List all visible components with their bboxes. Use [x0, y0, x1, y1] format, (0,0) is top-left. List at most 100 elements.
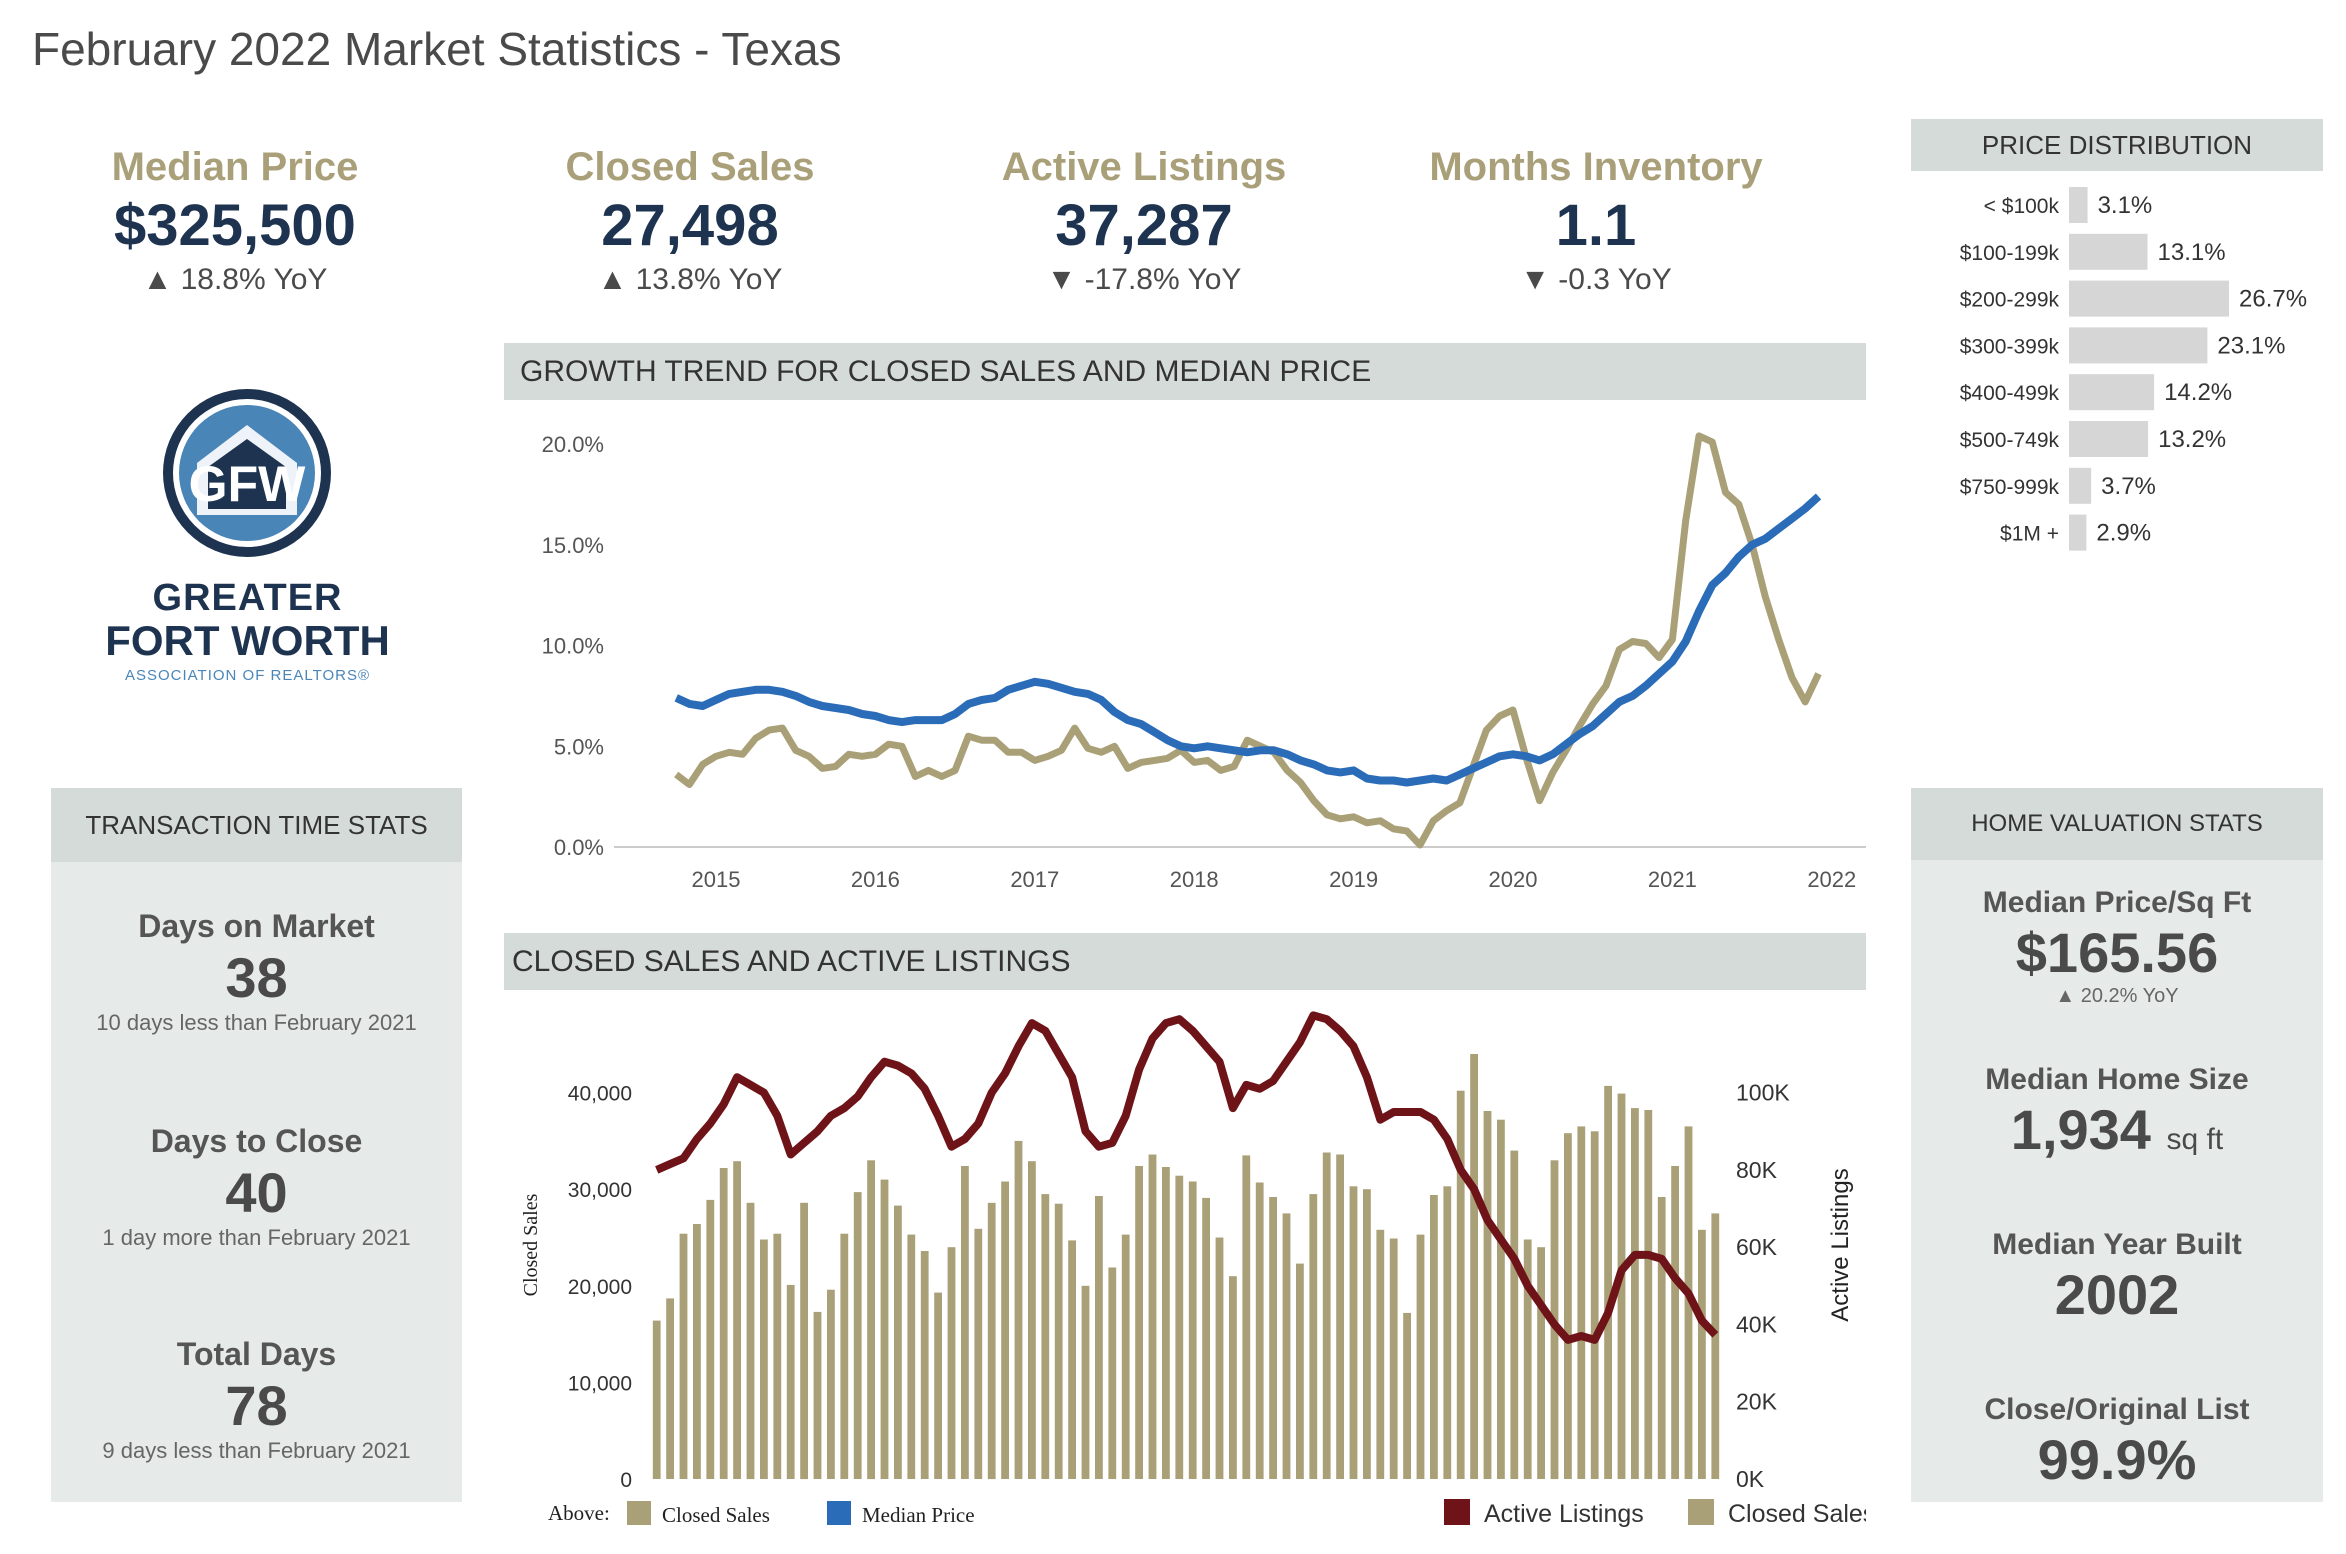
y-tick-label: 5.0%	[554, 734, 604, 759]
closed-sales-bar	[1510, 1150, 1519, 1479]
closed-sales-bar	[947, 1247, 956, 1479]
closed-sales-bar	[1068, 1240, 1076, 1479]
legend-above-label: Above:	[548, 1501, 610, 1525]
closed-sales-bar	[867, 1160, 875, 1480]
price-value-label: 14.2%	[2164, 379, 2232, 406]
closed-sales-bar	[1229, 1276, 1237, 1479]
stat-label: Total Days	[176, 1336, 337, 1372]
closed-sales-bar	[1631, 1108, 1639, 1479]
closed-sales-trend-line	[674, 432, 1822, 849]
price-category-label: $1M +	[2000, 523, 2059, 546]
closed-sales-bar	[1162, 1167, 1170, 1479]
svg-text:GFW: GFW	[189, 456, 306, 512]
logo-line-2: FORT WORTH	[105, 617, 390, 664]
legend-median-price: Median Price	[862, 1503, 975, 1527]
closed-sales-bar	[1443, 1186, 1452, 1479]
closed-sales-bar	[1684, 1126, 1693, 1479]
closed-sales-bar	[1095, 1196, 1103, 1479]
y-tick-label: 20.0%	[542, 432, 604, 457]
y-tick-label: 10,000	[568, 1372, 632, 1395]
legend-active-listings: Active Listings	[1484, 1500, 1644, 1528]
stat-label: Median Year Built	[1992, 1228, 2242, 1261]
kpi-value: 1.1	[1555, 193, 1637, 258]
y2-axis-label: Active Listings	[1827, 1168, 1854, 1321]
days-on-market: Days on Market 38 10 days less than Febr…	[51, 908, 462, 1036]
closed-sales-bar	[679, 1233, 688, 1479]
stat-value: 1,934	[2010, 1098, 2151, 1161]
closed-sales-bar	[1001, 1181, 1009, 1479]
closed-sales-bar	[1537, 1247, 1545, 1479]
closed-sales-bar	[1108, 1267, 1117, 1479]
y2-tick-label: 80K	[1736, 1157, 1778, 1183]
y-tick-label: 0	[620, 1469, 632, 1492]
price-category-label: $300-399k	[1960, 335, 2060, 358]
kpi-active-listings: Active Listings 37,287 ▼ -17.8% YoY	[924, 145, 1364, 297]
closed-sales-bar	[920, 1251, 929, 1479]
closed-sales-bar	[827, 1289, 835, 1479]
closed-sales-bar	[666, 1298, 674, 1479]
median-home-size: Median Home Size 1,934 sq ft	[1911, 1063, 2323, 1162]
closed-sales-bar	[1041, 1194, 1050, 1479]
stat-note: ▲ 20.2% YoY	[2055, 985, 2179, 1007]
closed-sales-bar	[1617, 1093, 1626, 1479]
stat-value: 38	[225, 946, 288, 1009]
stat-label: Close/Original List	[1984, 1393, 2250, 1426]
closed-sales-bar	[1376, 1229, 1385, 1479]
closed-sales-bar	[706, 1199, 715, 1479]
kpi-yoy: ▲ 18.8% YoY	[142, 263, 328, 296]
y-axis-label: Closed Sales	[520, 1193, 542, 1296]
closed-sales-bar	[1188, 1181, 1197, 1479]
stat-note: 10 days less than February 2021	[96, 1010, 417, 1035]
growth-trend-chart: 0.0% 5.0% 10.0% 15.0% 20.0% 2015 2016 2017 2018…	[542, 432, 1866, 892]
y-tick-label: 30,000	[568, 1179, 632, 1202]
total-days: Total Days 78 9 days less than February …	[51, 1336, 462, 1464]
closed-sales-bar	[1309, 1194, 1318, 1479]
legend-closed-sales-right: Closed Sales	[1728, 1500, 1866, 1528]
price-category-label: < $100k	[1984, 195, 2060, 218]
price-distribution-bar	[2069, 421, 2149, 457]
stat-value: 99.9%	[2037, 1428, 2197, 1491]
closed-active-chart: 0 10,000 20,000 30,000 40,000 0K 20K 40K 60K 80K…	[520, 1011, 1866, 1528]
stat-label: Days to Close	[150, 1123, 363, 1159]
active-listings-line	[655, 1011, 1719, 1344]
closed-sales-bar	[1242, 1155, 1251, 1479]
closed-sales-bar	[1430, 1195, 1438, 1479]
y-tick-label: 15.0%	[542, 533, 604, 558]
kpi-months-inventory: Months Inventory 1.1 ▼ -0.3 YoY	[1376, 145, 1816, 297]
closed-sales-bar	[894, 1205, 902, 1479]
closed-sales-bar	[961, 1166, 969, 1479]
closed-sales-bar	[934, 1292, 942, 1479]
price-value-label: 13.1%	[2158, 239, 2226, 266]
closed-sales-bar	[1523, 1239, 1532, 1479]
transaction-stats-panel: TRANSACTION TIME STATS Days on Market 38…	[51, 788, 462, 1502]
closed-sales-bar	[1349, 1186, 1358, 1479]
home-valuation-panel: HOME VALUATION STATS Median Price/Sq Ft …	[1911, 788, 2323, 1502]
closed-sales-bar	[1135, 1166, 1143, 1479]
price-distribution-bar	[2069, 280, 2229, 317]
closed-sales-bar	[1456, 1090, 1465, 1479]
closed-sales-bar	[719, 1168, 728, 1479]
price-distribution-bar	[2069, 374, 2155, 411]
price-distribution-chart: < $100k 3.1% $100-199k 13.1% $200-299k 26.7% $…	[1960, 187, 2307, 551]
x-tick-label: 2016	[851, 867, 900, 892]
kpi-yoy: ▼ -17.8% YoY	[1046, 263, 1242, 296]
closed-sales-bar	[1389, 1238, 1398, 1479]
logo-line-1: GREATER	[152, 577, 343, 619]
median-price-per-sqft: Median Price/Sq Ft $165.56 ▲ 20.2% YoY	[1911, 886, 2323, 1008]
x-tick-label: 2019	[1329, 867, 1378, 892]
gfw-logo: GFW GREATER FORT WORTH ASSOCIATION OF RE…	[90, 385, 405, 695]
stat-value: $165.56	[2015, 921, 2219, 984]
closed-sales-bar	[1698, 1229, 1706, 1479]
closed-sales-bar	[1470, 1054, 1478, 1479]
closed-sales-bar	[1590, 1131, 1599, 1479]
y2-tick-label: 60K	[1736, 1234, 1778, 1260]
close-original-list: Close/Original List 99.9%	[1911, 1393, 2323, 1492]
closed-sales-bar	[1175, 1175, 1184, 1479]
legend-closed-sales: Closed Sales	[662, 1503, 770, 1527]
closed-sales-bar	[1121, 1234, 1130, 1479]
price-distribution-bar	[2069, 233, 2148, 270]
median-year-built: Median Year Built 2002	[1911, 1228, 2323, 1327]
stat-note: 1 day more than February 2021	[102, 1225, 411, 1250]
price-distribution-title: PRICE DISTRIBUTION	[1911, 119, 2323, 171]
price-value-label: 3.1%	[2098, 192, 2153, 219]
